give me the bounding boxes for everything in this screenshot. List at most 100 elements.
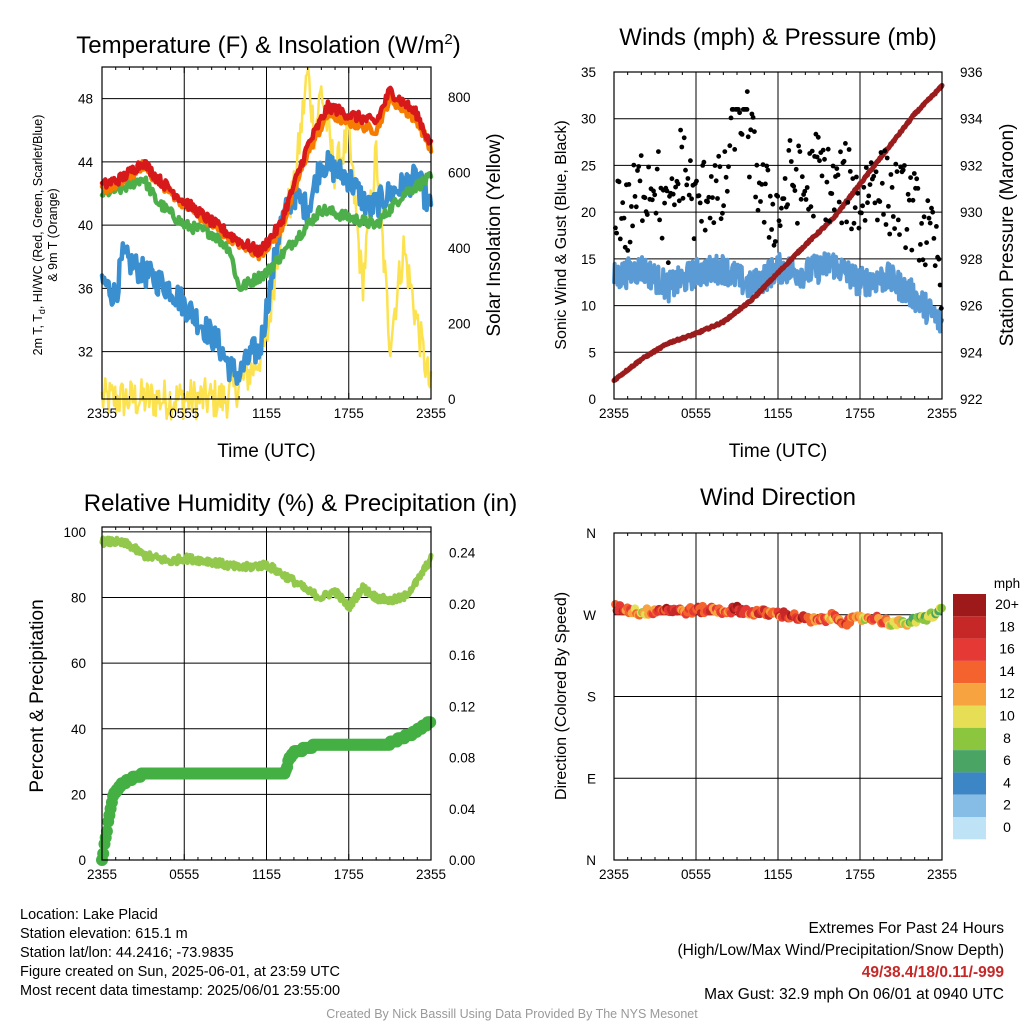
gust-point [659,235,665,241]
gust-point [713,178,719,184]
gust-point [642,195,648,201]
winds-x-tick-label: 2355 [927,406,957,421]
gust-point [670,191,676,197]
gust-point [701,159,707,165]
gust-point [755,207,761,213]
rh-line [99,535,434,613]
gust-point [814,154,820,160]
gust-point [678,127,683,133]
gust-point [764,163,770,169]
gust-point [665,260,671,266]
gust-point [792,188,798,194]
precip-y-tick-label: 0.04 [449,802,476,817]
gust-point [652,192,658,198]
direction-x-tick-label: 0555 [681,867,711,882]
gust-point [924,240,929,246]
gust-point [811,213,816,219]
temperature-title: Temperature (F) & Insolation (W/m2) [76,31,460,59]
gust-point [888,172,894,177]
created-text: Figure created on Sun, 2025-06-01, at 23… [20,964,340,980]
gust-point [718,216,724,222]
gust-point [793,166,799,172]
gust-point [886,203,891,209]
gust-point [903,245,908,251]
gust-point [829,191,835,197]
credit-text: Created By Nick Bassill Using Data Provi… [326,1007,698,1021]
humidity-title: Relative Humidity (%) & Precipitation (i… [84,490,517,517]
gust-point [802,188,808,194]
gust-point [934,224,939,229]
temperature-line [99,85,434,258]
gust-point [834,166,840,172]
gust-point [720,210,725,216]
gust-point [910,197,916,203]
gust-point [739,132,745,137]
gust-point [708,174,714,179]
wind-y-tick-label: 10 [581,299,596,314]
temperature-x-tick-label: 1155 [252,406,281,421]
gust-point [689,196,694,202]
gust-point [836,199,842,205]
extremes-title: Extremes For Past 24 Hours [808,920,1004,937]
pressure-y-tick-label: 922 [960,392,983,407]
gust-point [748,127,754,133]
gust-point [754,162,760,168]
gust-point [745,134,751,140]
precip-point [97,847,110,860]
gust-point [931,236,937,241]
gust-point [787,138,793,143]
gust-point [681,135,687,141]
station-info: Location: Lake Placid Station elevation:… [20,906,340,1001]
gust-point [685,176,691,181]
gust-point [799,174,805,180]
insolation-y-tick-label: 400 [448,241,471,256]
insolation-y-tick-label: 200 [448,317,471,332]
gust-point [726,164,731,170]
gust-point [817,158,822,164]
gust-point [916,257,922,263]
direction-y-tick-label: N [586,526,596,541]
gust-point [927,220,933,226]
gust-point [723,174,729,180]
legend-swatch [953,683,986,706]
gust-point [804,185,810,190]
gust-point [795,220,800,226]
insolation-y-label: Solar Insolation (Yellow) [484,133,505,336]
legend-swatch [953,772,986,795]
gust-point [831,207,837,213]
winds-title: Winds (mph) & Pressure (mb) [619,24,936,51]
gust-point [866,193,872,199]
pressure-y-label: Station Pressure (Maroon) [997,124,1018,347]
legend-swatch [953,616,986,639]
insolation-y-tick-label: 800 [448,90,471,105]
temperature-y-label-line2: & 9m T (Orange) [46,188,60,281]
gust-point [883,222,889,227]
gust-point [710,195,715,201]
gust-point [877,199,883,205]
temperature-x-tick-label: 1755 [334,406,364,421]
gust-point [697,200,703,206]
gust-point [721,203,726,209]
gust-point [844,219,849,225]
gust-point [705,199,710,205]
wind-y-tick-label: 30 [581,112,596,127]
legend-label: 8 [1003,730,1011,746]
gust-point [766,235,772,240]
precip-y-tick-label: 0.08 [449,751,475,766]
pressure-y-tick-label: 934 [960,112,983,127]
humidity-panel: Relative Humidity (%) & Precipitation (i… [27,490,517,882]
gust-point [919,221,924,226]
gust-point [777,223,783,229]
gust-point [706,194,712,200]
temperature-x-tick-label: 2355 [87,406,117,421]
gust-point [825,146,831,152]
extremes-values: 49/38.4/18/0.11/-999 [861,964,1004,981]
dewpoint-line [99,170,434,292]
gust-point [851,220,857,226]
legend-swatch [953,817,986,840]
gust-point [852,205,858,211]
gust-point [788,159,794,164]
recent-data-text: Most recent data timestamp: 2025/06/01 2… [20,983,341,999]
gust-point [875,217,880,223]
gust-point [782,176,788,181]
